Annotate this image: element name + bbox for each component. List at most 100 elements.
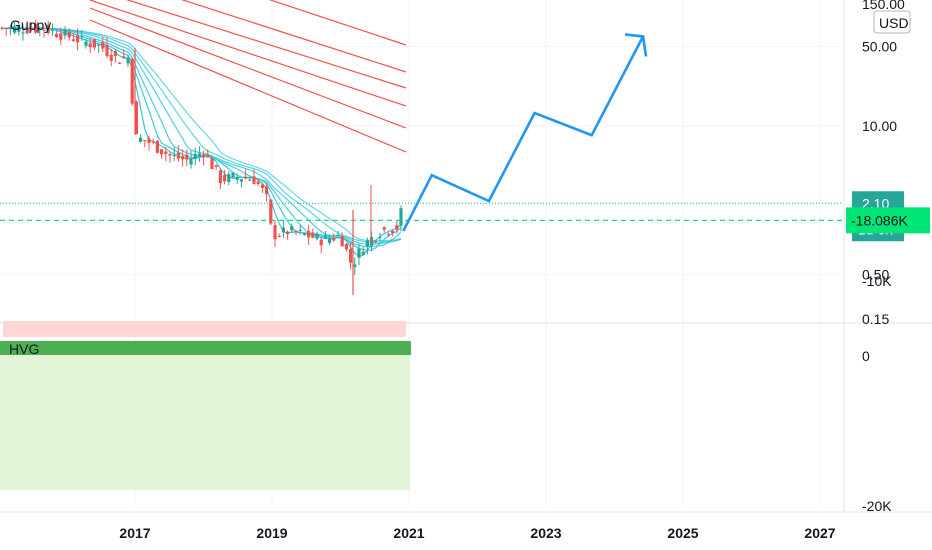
candle-body [92, 39, 96, 48]
candle-body [4, 28, 8, 30]
chart-grid [0, 0, 932, 513]
candle-body [80, 35, 84, 37]
guppy-label[interactable]: Guppy [10, 17, 51, 33]
fan-line [268, 0, 407, 46]
candle-body [130, 59, 134, 104]
candle-body [59, 33, 63, 40]
projection-path [402, 33, 648, 232]
candle-body [386, 233, 390, 235]
candle-body [227, 174, 231, 183]
time-axis[interactable]: 2017 2019 2021 2023 2025 2027 [119, 525, 835, 541]
candle-body [344, 243, 348, 250]
candle-body [214, 165, 218, 167]
currency-label: USD [879, 15, 909, 31]
candle-body [17, 26, 21, 32]
candle-body [193, 153, 197, 159]
candle-body [71, 39, 75, 42]
projection-arrowhead [624, 33, 648, 57]
candle-body [244, 176, 248, 179]
year-tick-label: 2021 [393, 525, 424, 541]
candle-body [84, 41, 88, 46]
fan-line [125, 0, 407, 89]
year-tick-label: 2025 [667, 525, 698, 541]
candle-body [46, 24, 50, 34]
candle-body [151, 141, 155, 143]
candle-body [176, 152, 180, 159]
candle-body [349, 249, 353, 263]
price-tick-label: 50.00 [862, 38, 897, 54]
candle-body [63, 29, 67, 36]
candle-body [231, 172, 235, 178]
guppy-ema-line [2, 27, 402, 243]
candle-body [273, 224, 277, 240]
candle-body [101, 42, 105, 49]
candle-body [21, 32, 25, 34]
candle-body [118, 62, 122, 64]
candle-body [290, 226, 294, 231]
candle-body [239, 179, 243, 182]
candle-body [281, 227, 285, 233]
hvg-tick-label: -20K [862, 498, 892, 514]
candle-body [113, 51, 117, 56]
candle-body [235, 176, 239, 180]
candle-body [109, 54, 113, 61]
candle-body [88, 43, 92, 48]
candle-body [29, 27, 33, 30]
candle-body [298, 229, 302, 231]
candle-body [13, 26, 17, 33]
candle-body [391, 230, 395, 234]
hvg-tick-label: 0 [862, 348, 870, 364]
candle-body [395, 225, 399, 230]
candle-body [210, 158, 214, 170]
year-tick-label: 2017 [119, 525, 150, 541]
candle-body [147, 138, 151, 144]
candle-body [139, 137, 143, 142]
candle-body [122, 56, 126, 59]
candle-body [126, 57, 130, 64]
candle-body [353, 264, 357, 268]
candle-body [269, 199, 273, 224]
candle-body [67, 31, 71, 38]
candle-body [206, 155, 210, 157]
hvg-value-label: -18.086K [851, 212, 908, 228]
fan-lines [89, 0, 407, 153]
projection-line [402, 35, 645, 232]
candle-body [277, 236, 281, 238]
candle-body [340, 236, 344, 247]
candle-body [315, 233, 319, 239]
candle-body [55, 33, 59, 38]
candle-body [374, 240, 378, 242]
candle-body [223, 175, 227, 182]
hvg-pane [0, 219, 843, 490]
candle-body [155, 140, 159, 153]
candle-body [357, 248, 361, 258]
year-tick-label: 2027 [804, 525, 835, 541]
candle-body [382, 227, 386, 230]
candle-body [202, 154, 206, 158]
candle-body [265, 186, 269, 195]
hvg-tick-label: -10K [862, 273, 892, 289]
candle-body [399, 208, 403, 226]
hvg-value-badge [846, 207, 930, 234]
candlestick-series [0, 19, 403, 295]
price-tick-label: 0.15 [862, 311, 889, 327]
candle-body [105, 45, 109, 57]
candle-body [185, 154, 189, 160]
guppy-ema-line [2, 27, 402, 245]
candle-body [25, 28, 29, 34]
price-tick-label: 10.00 [862, 118, 897, 134]
guppy-ribbon [2, 27, 402, 258]
candle-body [8, 27, 12, 30]
candle-body [365, 240, 369, 247]
hvg-label[interactable]: HVG [9, 341, 39, 357]
last-price-label: 2.10 [862, 195, 889, 211]
year-tick-label: 2023 [530, 525, 561, 541]
candle-body [307, 230, 311, 238]
candle-body [97, 44, 101, 46]
fan-line [89, 0, 407, 107]
candle-body [164, 151, 168, 154]
candle-body [252, 176, 256, 185]
candle-body [336, 234, 340, 236]
